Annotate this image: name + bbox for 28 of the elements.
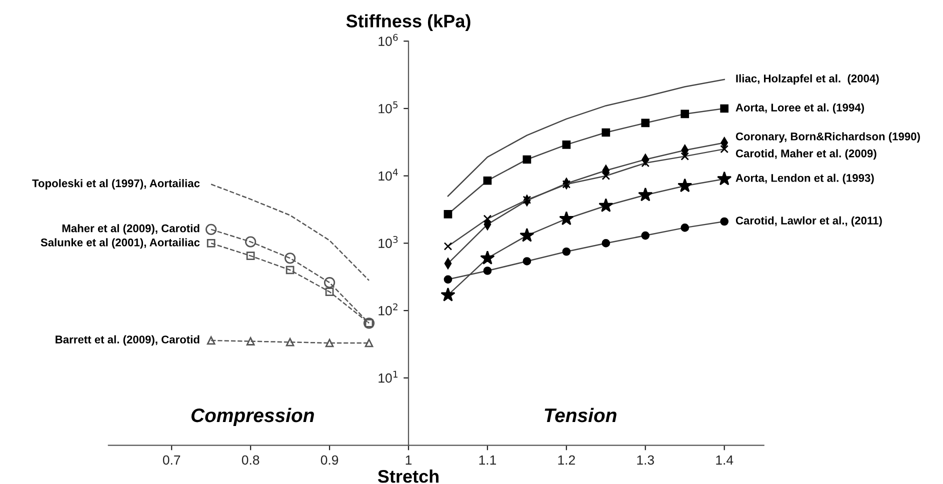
x-tick-label: 0.9 xyxy=(320,455,338,465)
y-axis-title: Stiffness (kPa) xyxy=(346,14,470,32)
series-label: Topoleski et al (1997), Aortailiac xyxy=(32,179,200,190)
series-label: Carotid, Maher et al. (2009) xyxy=(736,149,876,160)
y-tick-label: 10$^{5}$ xyxy=(378,101,398,114)
x-tick-label: 1 xyxy=(406,455,412,465)
y-tick-label: 10$^{3}$ xyxy=(378,236,398,248)
series-label: Iliac, Holzapfel et al. (2004) xyxy=(736,74,879,85)
series-label: Coronary, Born&Richardson (1990) xyxy=(736,132,920,143)
annotation: Tension xyxy=(544,408,616,422)
series-label: Aorta, Lendon et al. (1993) xyxy=(736,174,874,184)
y-tick-label: 10$^{2}$ xyxy=(378,303,398,316)
x-axis-title: Stretch xyxy=(378,470,438,483)
series-label: Salunke et al (2001), Aortailiac xyxy=(40,238,200,249)
series-label: Aorta, Loree et al. (1994) xyxy=(736,103,864,114)
y-tick-label: 10$^{6}$ xyxy=(378,34,398,46)
annotation: Compression xyxy=(191,408,314,426)
x-tick-label: 0.7 xyxy=(162,455,180,465)
series-label: Carotid, Lawlor et al., (2011) xyxy=(736,216,882,227)
y-tick-label: 10$^{1}$ xyxy=(378,370,398,383)
x-tick-label: 1.4 xyxy=(716,455,734,465)
series-label: Maher et al (2009), Carotid xyxy=(62,224,200,234)
x-tick-label: 1.1 xyxy=(479,455,496,465)
x-tick-label: 1.2 xyxy=(558,455,575,465)
series-label: Barrett et al. (2009), Carotid xyxy=(56,335,200,346)
x-tick-label: 1.3 xyxy=(637,455,654,465)
x-tick-label: 0.8 xyxy=(242,455,260,465)
y-tick-label: 10$^{4}$ xyxy=(378,168,398,181)
